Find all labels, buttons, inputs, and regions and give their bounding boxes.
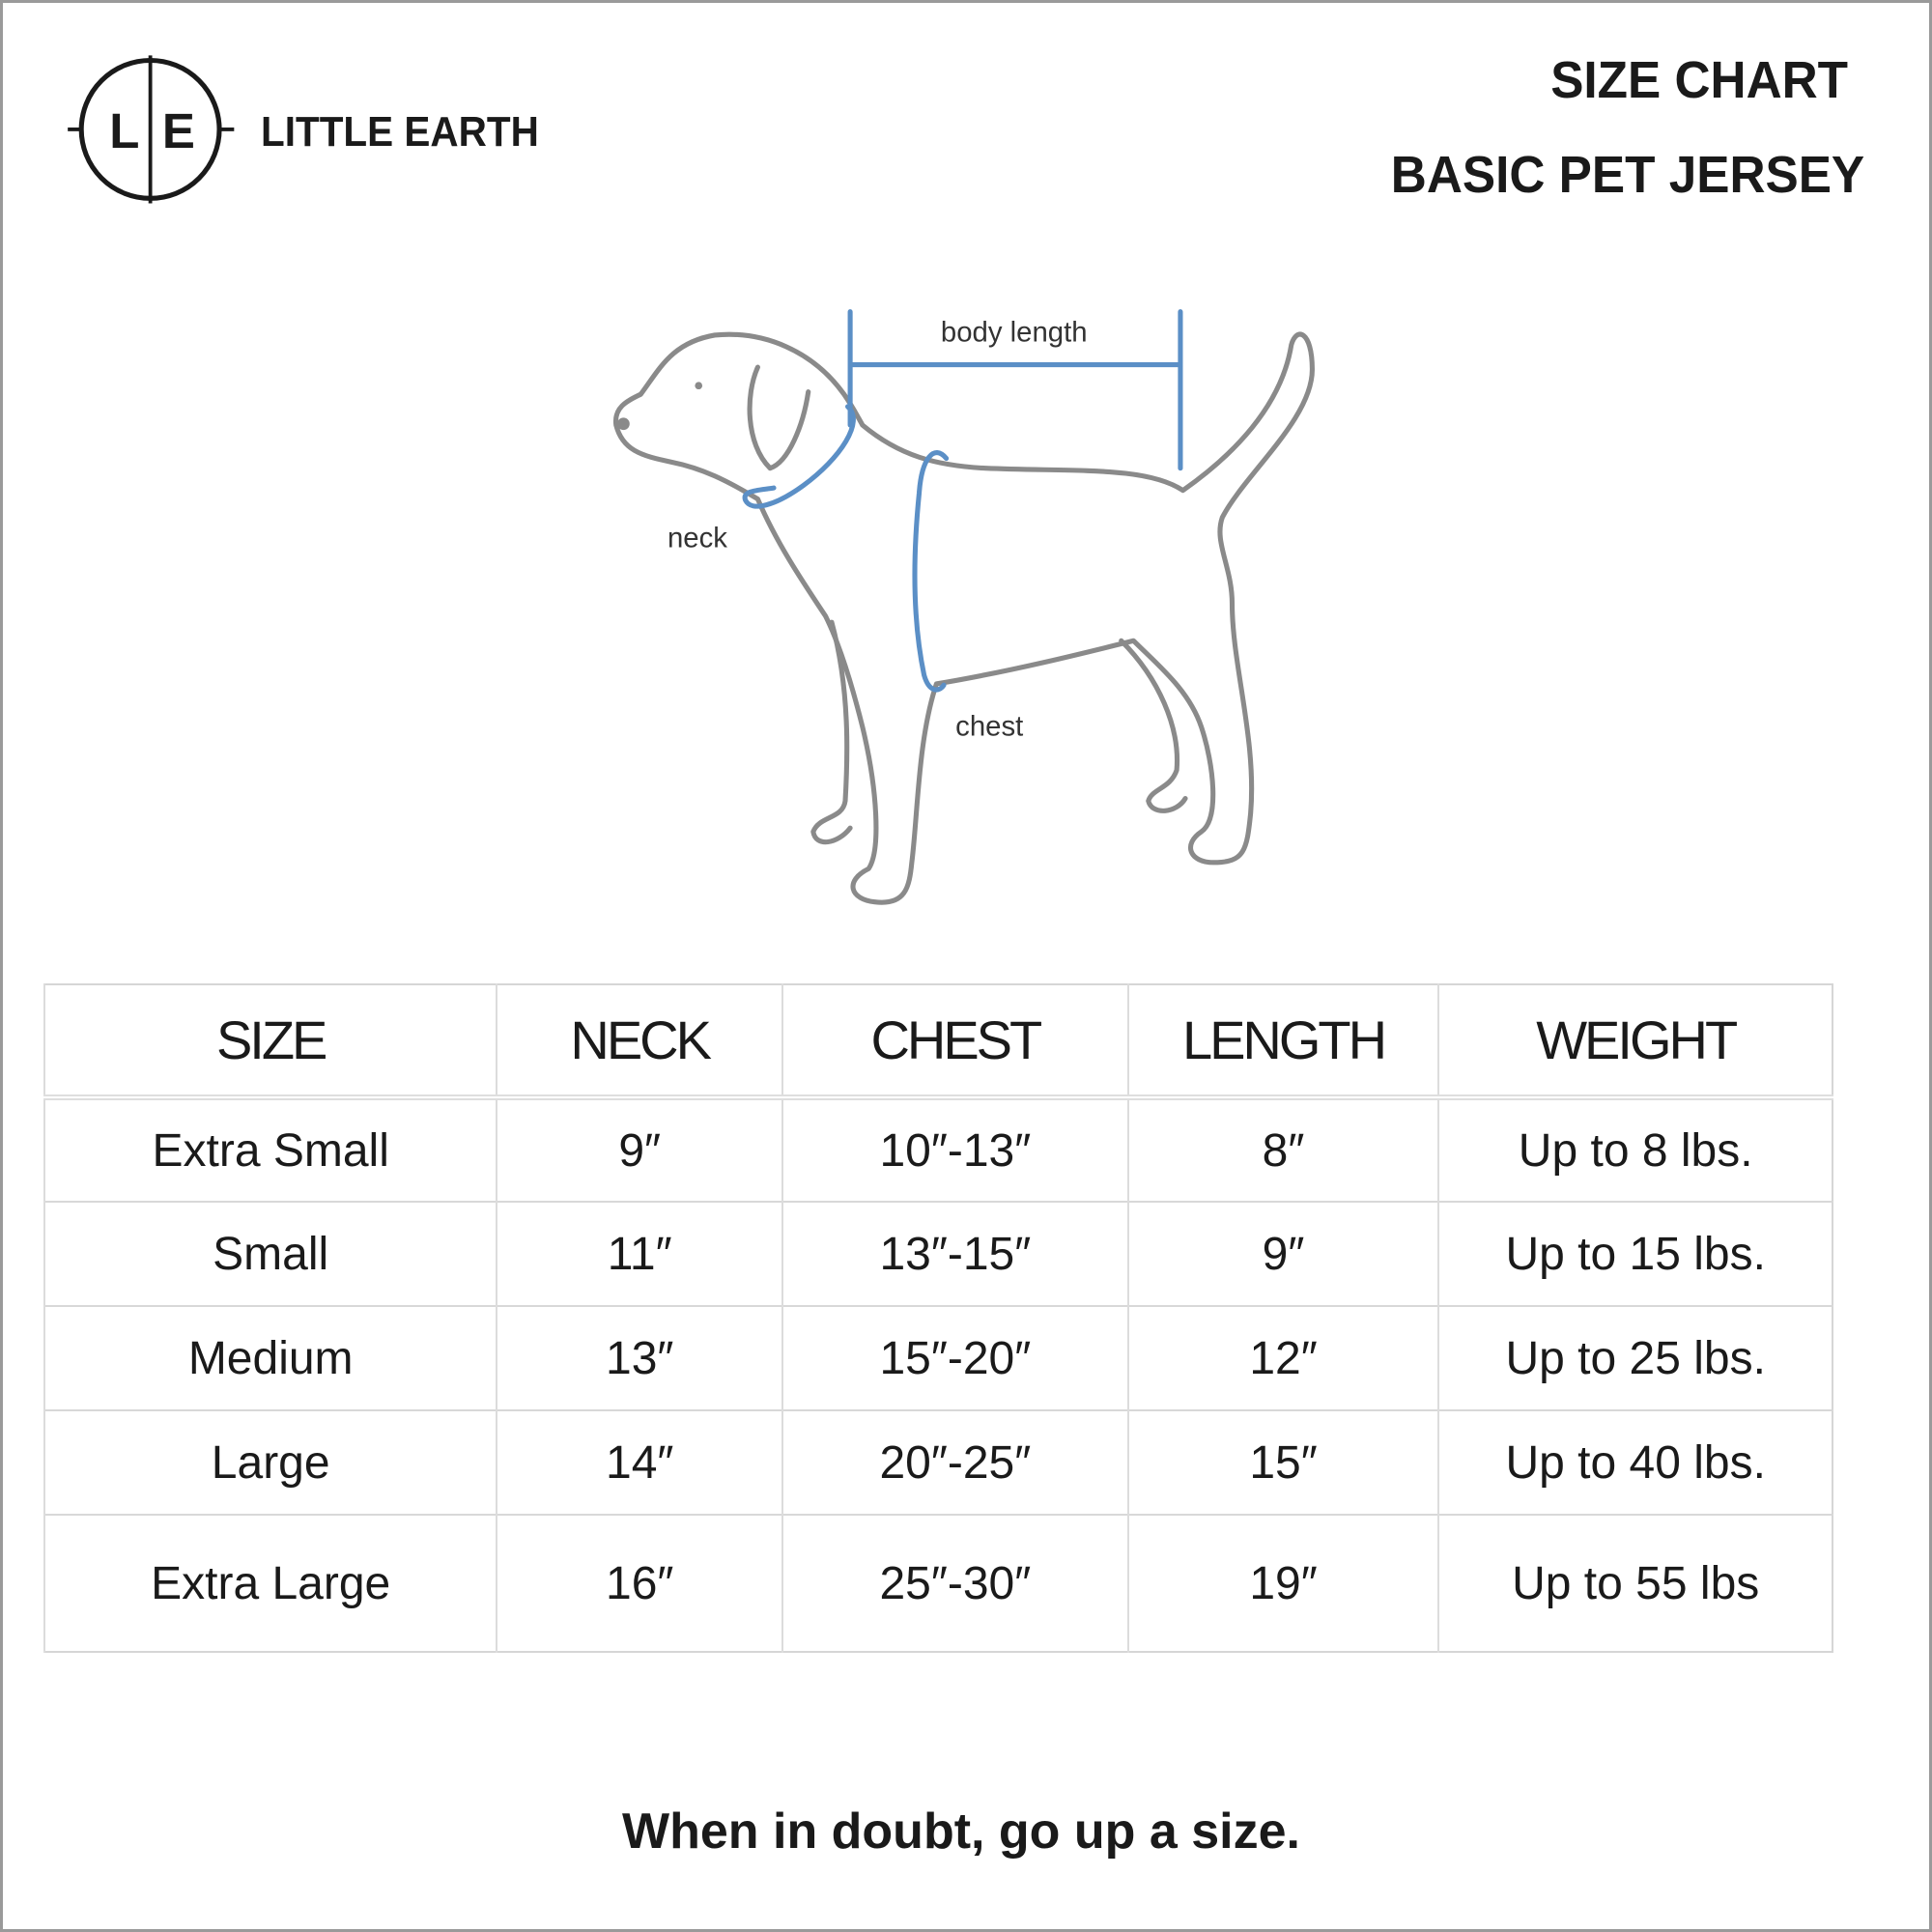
little-earth-logo: L E	[68, 55, 235, 204]
dog-outline	[613, 331, 1315, 905]
header-neck: NECK	[496, 984, 783, 1099]
table-row: Small 11″ 13″-15″ 9″ Up to 15 lbs.	[43, 1201, 1833, 1306]
dog-far-front-leg	[810, 619, 853, 845]
table-row: Extra Large 16″ 25″-30″ 19″ Up to 55 lbs	[43, 1514, 1833, 1652]
cell-neck: 14″	[496, 1409, 783, 1515]
logo-letter-l: L	[109, 103, 139, 158]
size-table: SIZE NECK CHEST LENGTH WEIGHT Extra Smal…	[43, 983, 1833, 1653]
table-row: Extra Small 9″ 10″-13″ 8″ Up to 8 lbs.	[43, 1094, 1833, 1202]
cell-length: 15″	[1126, 1409, 1439, 1515]
cell-size: Medium	[43, 1305, 497, 1410]
dog-eye	[695, 382, 703, 390]
cell-weight: Up to 8 lbs.	[1437, 1094, 1833, 1202]
cell-weight: Up to 55 lbs	[1437, 1514, 1833, 1652]
cell-length: 8″	[1126, 1094, 1439, 1202]
cell-size: Extra Small	[43, 1094, 497, 1202]
cell-neck: 13″	[496, 1305, 783, 1410]
logo-letter-e: E	[162, 103, 195, 158]
header-chest: CHEST	[781, 984, 1128, 1099]
dog-nose	[617, 417, 630, 431]
dog-illustration	[613, 331, 1315, 905]
cell-chest: 13″-15″	[781, 1201, 1128, 1306]
cell-length: 9″	[1126, 1201, 1439, 1306]
dog-ear	[747, 364, 811, 471]
cell-chest: 20″-25″	[781, 1409, 1128, 1515]
header-length: LENGTH	[1126, 984, 1439, 1099]
chest-girth-line	[912, 450, 950, 693]
table-row: Large 14″ 20″-25″ 15″ Up to 40 lbs.	[43, 1409, 1833, 1515]
cell-chest: 10″-13″	[781, 1094, 1128, 1202]
cell-size: Small	[43, 1201, 497, 1306]
cell-weight: Up to 40 lbs.	[1437, 1409, 1833, 1515]
label-chest: chest	[955, 710, 1023, 742]
page-title: SIZE CHART	[1550, 51, 1848, 109]
brand-name: LITTLE EARTH	[261, 108, 539, 156]
dog-far-back-leg	[1119, 638, 1188, 813]
cell-size: Extra Large	[43, 1514, 497, 1652]
product-name: BASIC PET JERSEY	[1390, 146, 1864, 204]
cell-neck: 16″	[496, 1514, 783, 1652]
header-size: SIZE	[43, 984, 497, 1099]
neck-collar-line	[742, 404, 856, 509]
table-row: Medium 13″ 15″-20″ 12″ Up to 25 lbs.	[43, 1305, 1833, 1410]
cell-chest: 25″-30″	[781, 1514, 1128, 1652]
header-weight: WEIGHT	[1437, 984, 1833, 1099]
sizing-tip: When in doubt, go up a size.	[622, 1804, 1300, 1860]
cell-neck: 9″	[496, 1094, 783, 1202]
cell-chest: 15″-20″	[781, 1305, 1128, 1410]
measurement-lines	[742, 309, 1183, 693]
cell-neck: 11″	[496, 1201, 783, 1306]
cell-weight: Up to 25 lbs.	[1437, 1305, 1833, 1410]
label-body-length: body length	[941, 316, 1088, 348]
cell-length: 12″	[1126, 1305, 1439, 1410]
label-neck: neck	[668, 522, 727, 554]
cell-weight: Up to 15 lbs.	[1437, 1201, 1833, 1306]
cell-size: Large	[43, 1409, 497, 1515]
table-header-row: SIZE NECK CHEST LENGTH WEIGHT	[43, 984, 1833, 1099]
cell-length: 19″	[1126, 1514, 1439, 1652]
